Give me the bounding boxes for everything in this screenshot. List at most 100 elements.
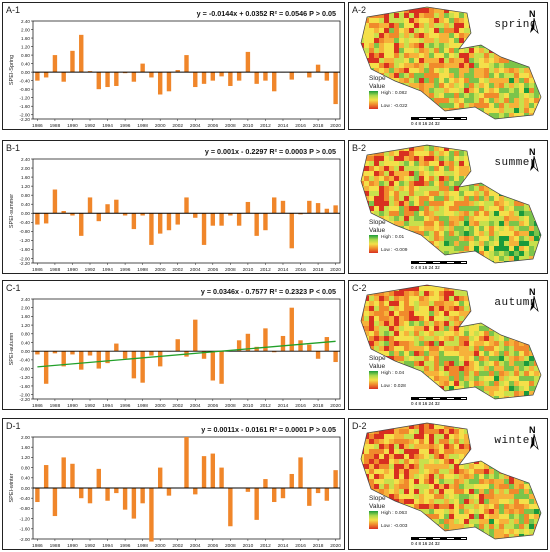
bar [175,213,180,225]
bar [201,213,207,245]
bar [43,351,49,384]
x-tick-label: 2012 [260,123,271,129]
y-tick-label: 2.40 [21,297,30,302]
y-tick-label: -1.60 [20,247,31,252]
bar [315,203,321,214]
regression-equation: y = 0.0346x - 0.7577 R² = 0.2323 P < 0.0… [200,287,336,296]
bar [324,488,330,501]
y-tick-label: -2.00 [20,113,31,118]
bar [193,72,198,88]
y-tick-label: -0.80 [20,366,31,371]
bar [52,55,58,73]
bar [289,307,294,352]
bar [219,213,224,226]
bar [193,488,198,495]
bar [236,72,242,81]
y-tick-label: -0.40 [20,220,31,225]
legend-low: Low : 0.028 [381,384,406,389]
y-tick-label: 2.40 [21,19,30,24]
season-label: autumn [494,297,537,309]
bar [280,488,286,499]
bar [333,470,338,488]
scale-bar: 0 4 8 16 24 32 [411,117,467,127]
bar [122,488,128,510]
bar [105,204,110,214]
bar [122,213,128,216]
x-tick-label: 1992 [85,543,96,549]
map-panel-b2: B-2 summer Slope Value High : 0.01 Low : … [348,140,548,274]
panel-label: D-2 [352,421,367,431]
y-tick-label: -1.60 [20,527,31,532]
bar [307,72,312,78]
trend-line [37,340,336,368]
bar [210,351,216,381]
x-tick-label: 2006 [207,543,218,549]
bar [35,213,40,225]
y-tick-label: 0.40 [21,202,30,207]
bar [43,72,49,78]
bar [184,197,189,214]
slope-map [360,284,542,400]
bar [254,213,259,236]
x-tick-label: 2014 [278,543,289,549]
bar [201,456,207,488]
x-tick-label: 2004 [190,267,201,273]
y-tick-label: 0.00 [21,486,30,491]
bar [333,205,338,214]
y-axis-label: SPEI-Spring [9,55,15,85]
bar [131,72,137,82]
bar [324,72,330,81]
bar [228,488,233,527]
x-tick-label: 2014 [278,403,289,409]
bar [105,488,110,501]
legend-title: Slope Value [369,219,386,234]
bar [96,351,101,369]
x-tick-label: 2012 [260,403,271,409]
x-tick-label: 2010 [243,403,254,409]
slope-map [360,6,542,120]
bar [149,213,154,245]
bar [219,467,224,488]
x-tick-label: 1998 [137,543,148,549]
bar [122,72,128,74]
bar [272,197,277,214]
bar [324,208,330,214]
bar [61,211,66,214]
bar [79,34,84,73]
bar [315,488,321,494]
y-tick-label: -0.40 [20,358,31,363]
bar [87,488,93,504]
bar [87,351,93,356]
x-tick-label: 1996 [120,543,131,549]
bar [254,346,259,352]
bar [263,328,268,352]
x-tick-label: 2014 [278,267,289,273]
scale-bar: 0 4 8 16 24 32 [411,261,467,271]
bar [70,213,75,216]
bar [298,457,303,488]
bar [272,488,277,503]
slope-raster [361,7,541,119]
north-arrow-icon: N [527,287,541,313]
region-boundary [360,284,542,400]
y-tick-label: -2.20 [20,261,31,266]
panel-label: B-1 [6,143,21,153]
bar [201,351,207,359]
bar [193,213,198,218]
y-tick-label: -1.60 [20,384,31,389]
x-tick-label: 1996 [120,267,131,273]
scale-bar: 0 4 8 16 24 32 [411,537,467,547]
y-tick-label: 2.40 [21,157,30,162]
bar [131,488,137,519]
x-tick-label: 2006 [207,123,218,129]
map-legend: Slope Value High : 0.063 Low : -0.003 [369,495,407,529]
x-tick-label: 1988 [50,123,61,129]
bar [149,72,154,78]
bar [157,467,163,488]
y-tick-label: -2.00 [20,537,31,542]
y-tick-label: 0.80 [21,193,30,198]
color-ramp [369,235,378,253]
bar [166,488,172,496]
bar [61,72,66,82]
y-tick-label: 0.80 [21,332,30,337]
